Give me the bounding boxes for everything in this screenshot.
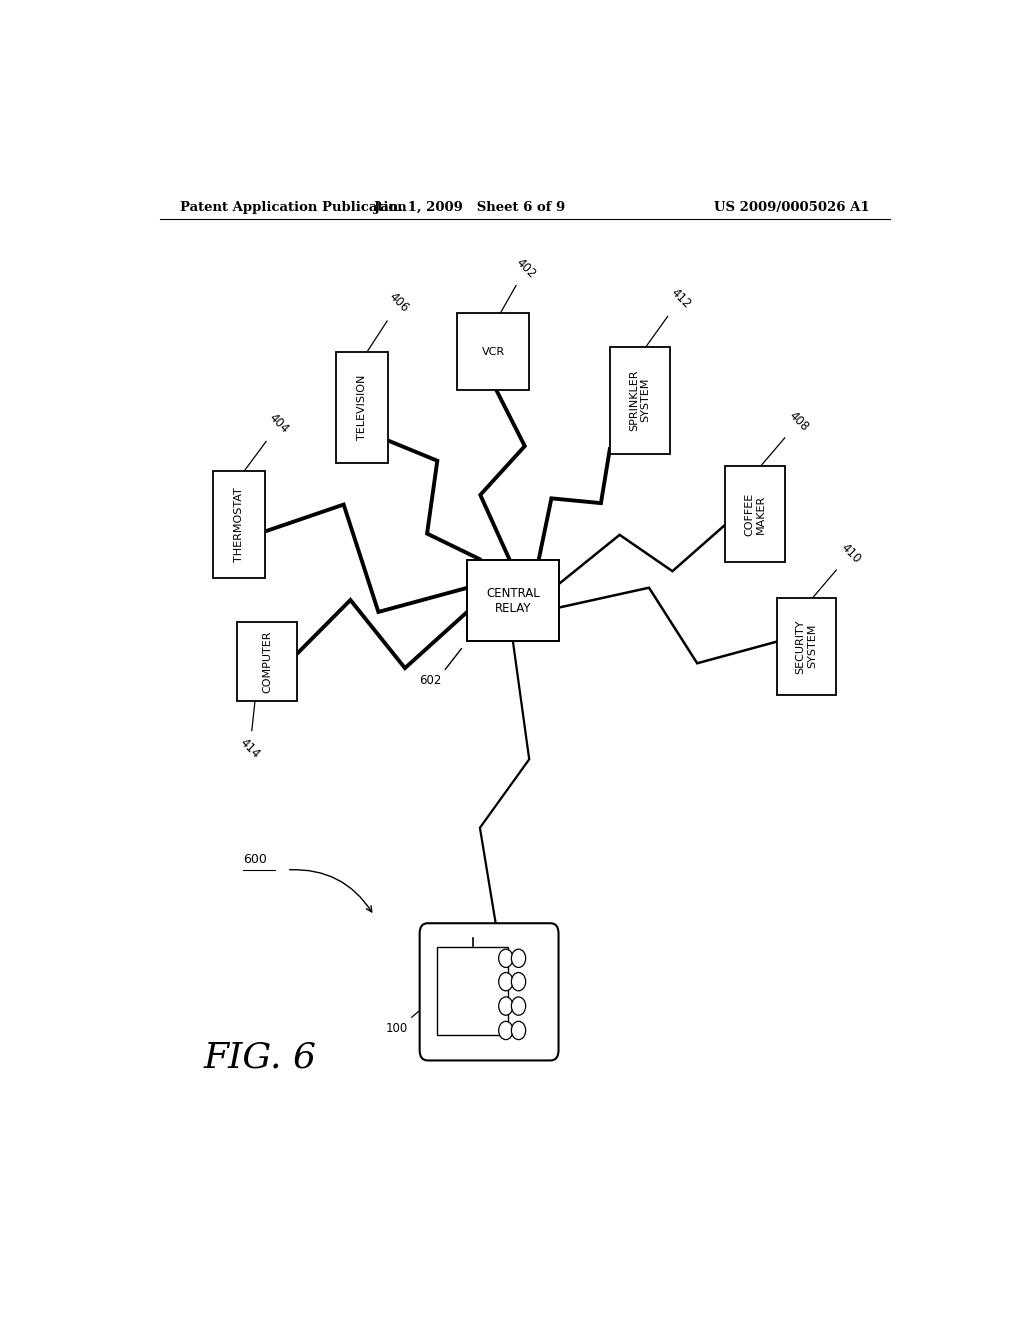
Bar <box>238 622 297 701</box>
FancyBboxPatch shape <box>420 923 558 1060</box>
Text: SPRINKLER
SYSTEM: SPRINKLER SYSTEM <box>629 370 650 432</box>
Bar <box>458 313 528 389</box>
Text: 412: 412 <box>669 285 693 310</box>
Bar <box>437 948 509 1035</box>
Text: SECURITY
SYSTEM: SECURITY SYSTEM <box>796 619 817 673</box>
Text: THERMOSTAT: THERMOSTAT <box>234 487 244 562</box>
Text: 406: 406 <box>386 290 412 315</box>
Text: 100: 100 <box>385 1022 408 1035</box>
Circle shape <box>499 949 513 968</box>
Text: COFFEE
MAKER: COFFEE MAKER <box>744 492 766 536</box>
Bar <box>725 466 784 562</box>
Text: 410: 410 <box>838 541 863 566</box>
Text: TELEVISION: TELEVISION <box>357 375 368 440</box>
Circle shape <box>511 1022 525 1040</box>
Text: 402: 402 <box>513 256 538 281</box>
Bar <box>467 560 558 642</box>
Circle shape <box>511 973 525 991</box>
Text: CENTRAL
RELAY: CENTRAL RELAY <box>486 586 540 615</box>
Text: 404: 404 <box>266 412 292 437</box>
Text: Patent Application Publication: Patent Application Publication <box>179 201 407 214</box>
Bar <box>777 598 837 694</box>
Text: Jan. 1, 2009   Sheet 6 of 9: Jan. 1, 2009 Sheet 6 of 9 <box>374 201 565 214</box>
Circle shape <box>511 997 525 1015</box>
Bar <box>336 351 388 463</box>
Text: VCR: VCR <box>481 347 505 356</box>
Text: FIG. 6: FIG. 6 <box>204 1041 316 1074</box>
Bar <box>610 347 670 454</box>
Text: US 2009/0005026 A1: US 2009/0005026 A1 <box>715 201 870 214</box>
Circle shape <box>511 949 525 968</box>
Circle shape <box>499 997 513 1015</box>
Bar <box>213 471 265 578</box>
Circle shape <box>499 1022 513 1040</box>
Text: 414: 414 <box>238 735 262 760</box>
Circle shape <box>499 973 513 991</box>
Text: 408: 408 <box>786 409 811 433</box>
Text: 600: 600 <box>243 853 267 866</box>
Text: 602: 602 <box>419 673 441 686</box>
Text: COMPUTER: COMPUTER <box>262 630 272 693</box>
